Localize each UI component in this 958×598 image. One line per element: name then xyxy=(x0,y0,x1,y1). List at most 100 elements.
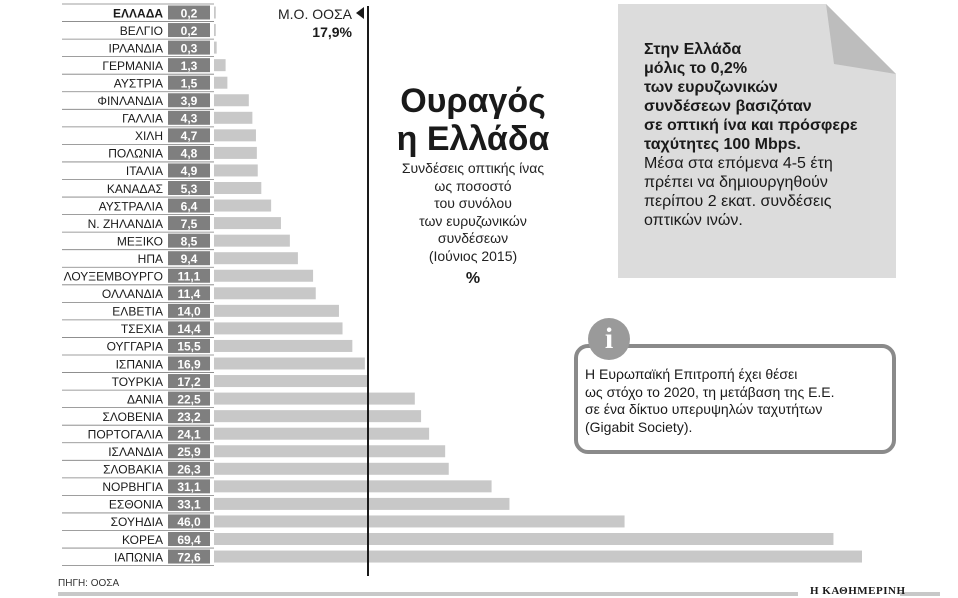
note-bold-line: Στην Ελλάδα xyxy=(644,41,742,58)
bar xyxy=(214,146,257,159)
category-label: ΜΕΞΙΚΟ xyxy=(117,234,163,248)
bar xyxy=(214,76,228,89)
note-bold-line: των ευρυζωνικών xyxy=(644,79,778,96)
category-label: ΠΟΡΤΟΓΑΛΙΑ xyxy=(88,427,163,441)
value-label-box xyxy=(168,128,210,143)
value-label-box xyxy=(168,5,210,20)
value-label-box xyxy=(168,549,210,564)
value-label-box xyxy=(168,251,210,266)
data-label: 22,5 xyxy=(177,392,201,406)
value-label-box xyxy=(168,58,210,73)
category-label: ΕΛΛΑΔΑ xyxy=(113,6,163,20)
bar xyxy=(214,322,343,335)
category-label: ΙΤΑΛΙΑ xyxy=(126,164,163,178)
info-line: (Gigabit Society). xyxy=(585,418,693,435)
data-label: 5,3 xyxy=(181,182,198,196)
value-label-box xyxy=(168,409,210,424)
data-label: 14,4 xyxy=(177,322,201,336)
value-label-box xyxy=(168,496,210,511)
bar xyxy=(214,550,862,563)
page-curl-icon xyxy=(826,4,896,74)
bar xyxy=(214,287,316,300)
bar-row: ΣΛΟΒΕΝΙΑ 23,2 xyxy=(62,407,422,424)
bar xyxy=(214,410,422,423)
value-label-box xyxy=(168,444,210,459)
bar-row: ΤΟΥΡΚΙΑ 17,2 xyxy=(62,372,368,389)
value-label-box xyxy=(168,216,210,231)
bar-row: ΚΑΝΑΔΑΣ 5,3 xyxy=(62,179,262,196)
bar-row: ΧΙΛΗ 4,7 xyxy=(62,126,256,143)
bar-row: ΣΟΥΗΔΙΑ 46,0 xyxy=(62,512,625,529)
bar xyxy=(214,6,216,19)
note-bold-line: σε οπτική ίνα και πρόσφερε xyxy=(644,117,858,134)
data-label: 4,3 xyxy=(181,112,198,126)
note-line: πρέπει να δημιουργηθούν xyxy=(644,174,828,191)
info-line: ως στόχο το 2020, τη μετάβαση της Ε.Ε. xyxy=(585,383,835,400)
note-line: Μέσα στα επόμενα 4-5 έτη xyxy=(644,155,833,172)
info-text: Η Ευρωπαϊκή Επιτροπή έχει θέσει ως στόχο… xyxy=(585,366,890,436)
bar xyxy=(214,392,415,405)
bar xyxy=(214,234,290,247)
bar-row: ΙΣΠΑΝΙΑ 16,9 xyxy=(62,354,365,371)
bar xyxy=(214,445,446,458)
bar xyxy=(214,375,368,388)
brand-logo: Η ΚΑΘΗΜΕΡΙΝΗ xyxy=(810,585,906,597)
value-label-box xyxy=(168,514,210,529)
subtitle-line: συνδέσεων xyxy=(437,230,509,246)
bar-row: ΕΣΘΟΝΙΑ 33,1 xyxy=(62,494,510,512)
data-label: 9,4 xyxy=(181,252,198,266)
category-label: ΝΟΡΒΗΓΙΑ xyxy=(102,480,163,494)
category-label: ΠΟΛΩΝΙΑ xyxy=(108,147,163,161)
note-bold-line: μόλις το 0,2% xyxy=(644,60,748,77)
footer-rule-right xyxy=(900,592,940,596)
bar-row: ΠΟΛΩΝΙΑ 4,8 xyxy=(62,143,257,161)
bar xyxy=(214,217,281,230)
data-label: 15,5 xyxy=(177,340,201,354)
bar-row: ΛΟΥΞΕΜΒΟΥΡΓΟ 11,1 xyxy=(62,266,314,284)
info-icon: i xyxy=(588,318,630,360)
bar-rows: ΕΛΛΑΔΑ 0,2 ΒΕΛΓΙΟ 0,2 ΙΡΛΑΝΔΙΑ 0,3 ΓΕΡΜΑΝΙΑ 1,3… xyxy=(62,3,862,566)
note-bold-line: ταχύτητες 100 Mbps. xyxy=(644,136,801,153)
bar-row: ΓΑΛΛΙΑ 4,3 xyxy=(62,108,253,126)
info-line: σε ένα δίκτυο υπερυψηλών ταχυτήτων xyxy=(585,401,823,417)
data-label: 46,0 xyxy=(177,515,201,529)
value-label-box xyxy=(168,145,210,160)
category-label: ΙΑΠΩΝΙΑ xyxy=(114,550,163,564)
bar xyxy=(214,357,365,370)
chart-title-line-2: η Ελλάδα xyxy=(396,120,550,158)
chart-title-line-1: Ουραγός xyxy=(400,82,546,120)
category-label: Ν. ΖΗΛΑΝΔΙΑ xyxy=(88,217,163,231)
value-label-box xyxy=(168,181,210,195)
bar xyxy=(214,339,353,352)
value-label-box xyxy=(168,268,210,283)
bar xyxy=(214,94,249,107)
category-label: ΚΟΡΕΑ xyxy=(122,533,163,547)
value-label-box xyxy=(168,93,210,108)
bar-row: ΙΡΛΑΝΔΙΑ 0,3 xyxy=(62,38,217,55)
category-label: ΟΛΛΑΝΔΙΑ xyxy=(102,287,163,301)
data-label: 11,1 xyxy=(178,270,201,284)
category-label: ΙΡΛΑΝΔΙΑ xyxy=(109,41,164,55)
category-label: ΙΣΠΑΝΙΑ xyxy=(116,357,163,371)
bar-row: ΙΤΑΛΙΑ 4,9 xyxy=(62,161,258,178)
value-label-box xyxy=(168,233,210,248)
bar-row: ΦΙΝΛΑΝΔΙΑ 3,9 xyxy=(62,91,249,108)
note-line: οπτικών ινών. xyxy=(644,212,743,229)
value-label-box xyxy=(168,303,210,318)
bar-row: ΝΟΡΒΗΓΙΑ 31,1 xyxy=(62,477,492,494)
data-label: 11,4 xyxy=(178,287,201,301)
category-label: ΙΣΛΑΝΔΙΑ xyxy=(108,445,163,459)
data-label: 23,2 xyxy=(177,410,201,424)
data-label: 26,3 xyxy=(177,463,201,477)
value-label-box xyxy=(168,461,210,476)
note-line: περίπου 2 εκατ. συνδέσεις xyxy=(644,193,832,210)
category-label: ΓΑΛΛΙΑ xyxy=(122,112,163,126)
chart-title: Ουραγός η Ελλάδα xyxy=(378,82,568,158)
bar-row: ΕΛΒΕΤΙΑ 14,0 xyxy=(62,301,339,319)
bar xyxy=(214,182,262,194)
bar xyxy=(214,480,492,493)
bar-row: ΚΟΡΕΑ 69,4 xyxy=(62,530,834,547)
category-label: ΗΠΑ xyxy=(138,252,163,266)
value-label-box xyxy=(168,163,210,178)
data-label: 4,9 xyxy=(181,164,198,178)
